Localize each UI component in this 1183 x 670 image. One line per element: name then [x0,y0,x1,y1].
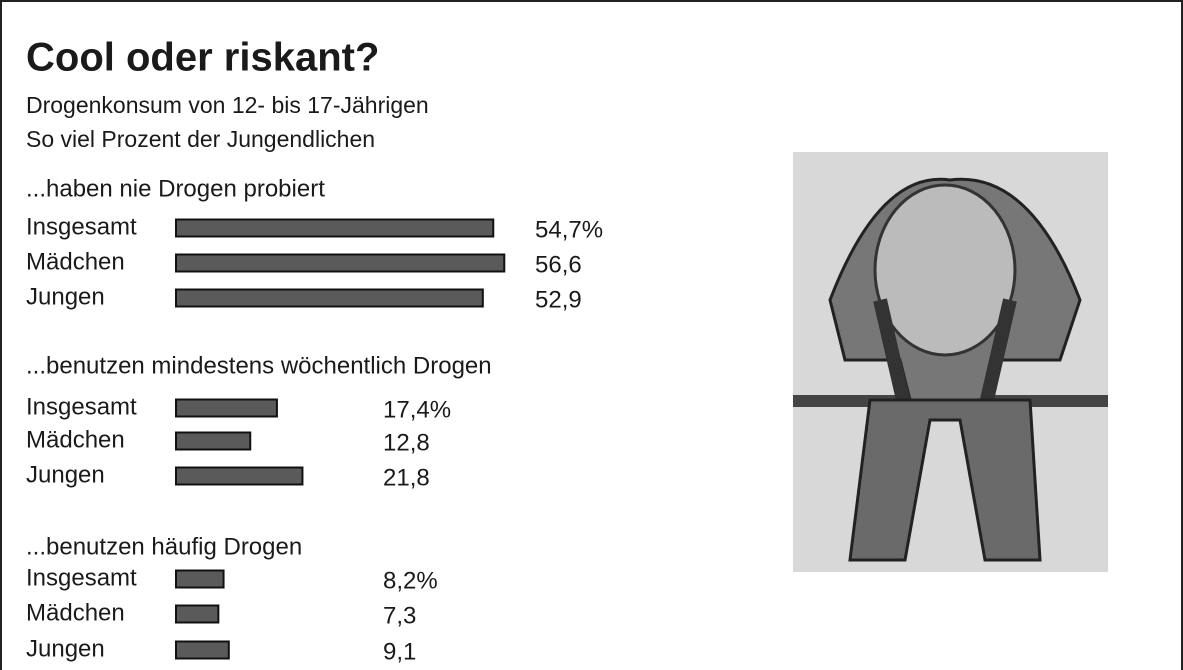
illustration [793,152,1108,572]
category-label: Mädchen [26,426,125,453]
group-heading: ...benutzen mindestens wöchentlich Droge… [26,352,492,379]
category-label: Jungen [26,635,105,662]
category-label: Insgesamt [26,564,137,591]
value-label: 21,8 [383,464,430,491]
category-label: Mädchen [26,599,125,626]
head [875,185,1015,355]
value-label: 54,7% [535,216,603,243]
category-label: Mädchen [26,248,125,275]
bar [176,255,504,272]
category-label: Insgesamt [26,393,137,420]
group-heading: ...haben nie Drogen probiert [26,175,325,202]
bar [176,642,229,659]
bar [176,220,493,237]
title: Cool oder riskant? [26,36,379,80]
subtitle: So viel Prozent der Jungendlichen [26,126,375,152]
bar [176,400,277,417]
bar [176,433,250,450]
value-label: 12,8 [383,429,430,456]
value-label: 56,6 [535,251,582,278]
subtitle: Drogenkonsum von 12- bis 17-Jährigen [26,92,429,118]
bar [176,571,224,588]
value-label: 8,2% [383,567,438,594]
bar [176,290,483,307]
value-label: 52,9 [535,286,582,313]
category-label: Insgesamt [26,213,137,240]
value-label: 17,4% [383,396,451,423]
value-label: 9,1 [383,638,416,665]
infographic: Cool oder riskant? Drogenkonsum von 12- … [0,0,1183,670]
bar [176,606,218,623]
group-heading: ...benutzen häufig Drogen [26,533,302,560]
value-label: 7,3 [383,602,416,629]
category-label: Jungen [26,283,105,310]
bar [176,468,302,485]
category-label: Jungen [26,461,105,488]
